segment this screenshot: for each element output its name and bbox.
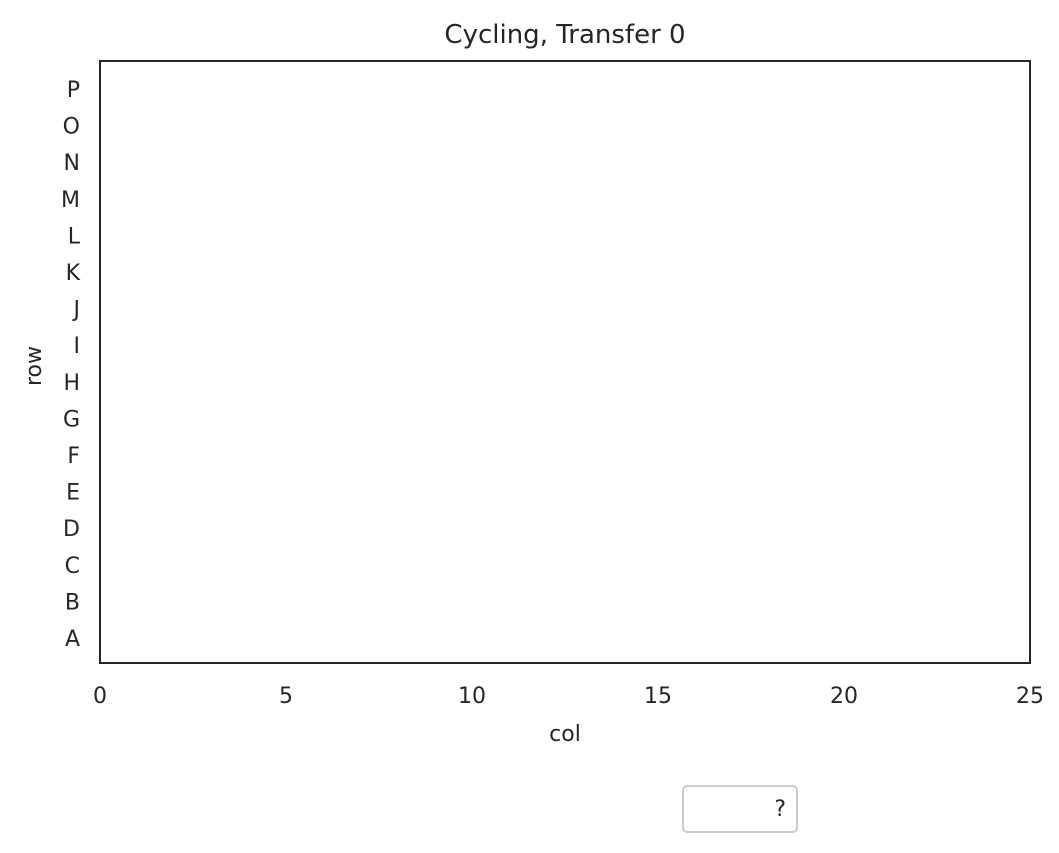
legend: ? — [682, 785, 798, 833]
y-tick-label: C — [65, 554, 80, 579]
chart-title: Cycling, Transfer 0 — [444, 20, 685, 50]
x-tick-label: 20 — [830, 684, 858, 709]
y-tick-label: P — [67, 78, 80, 103]
x-tick-label: 5 — [279, 684, 293, 709]
y-tick-label: G — [63, 407, 80, 432]
y-tick-label: B — [65, 590, 80, 615]
x-tick-label: 0 — [93, 684, 107, 709]
y-tick-label: M — [61, 188, 80, 213]
y-tick-label: H — [63, 371, 80, 396]
x-tick-label: 25 — [1016, 684, 1044, 709]
y-tick-label: N — [64, 151, 80, 176]
y-tick-label: O — [63, 115, 80, 140]
y-tick-label: L — [68, 224, 81, 249]
x-axis-label: col — [549, 722, 581, 747]
y-axis-label: row — [22, 346, 47, 386]
plot-area-frame — [99, 60, 1031, 664]
y-tick-label: D — [63, 517, 80, 542]
x-tick-label: 15 — [644, 684, 672, 709]
y-tick-label: F — [67, 444, 80, 469]
y-tick-label: J — [72, 298, 81, 323]
x-tick-labels: 0 5 10 15 20 25 — [93, 684, 1044, 709]
y-tick-label: K — [66, 261, 81, 286]
y-tick-label: I — [74, 334, 81, 359]
legend-frame — [682, 785, 798, 833]
x-tick-label: 10 — [458, 684, 486, 709]
legend-entry-label: ? — [774, 797, 786, 822]
y-tick-label: A — [65, 627, 80, 652]
y-tick-label: E — [66, 481, 80, 506]
